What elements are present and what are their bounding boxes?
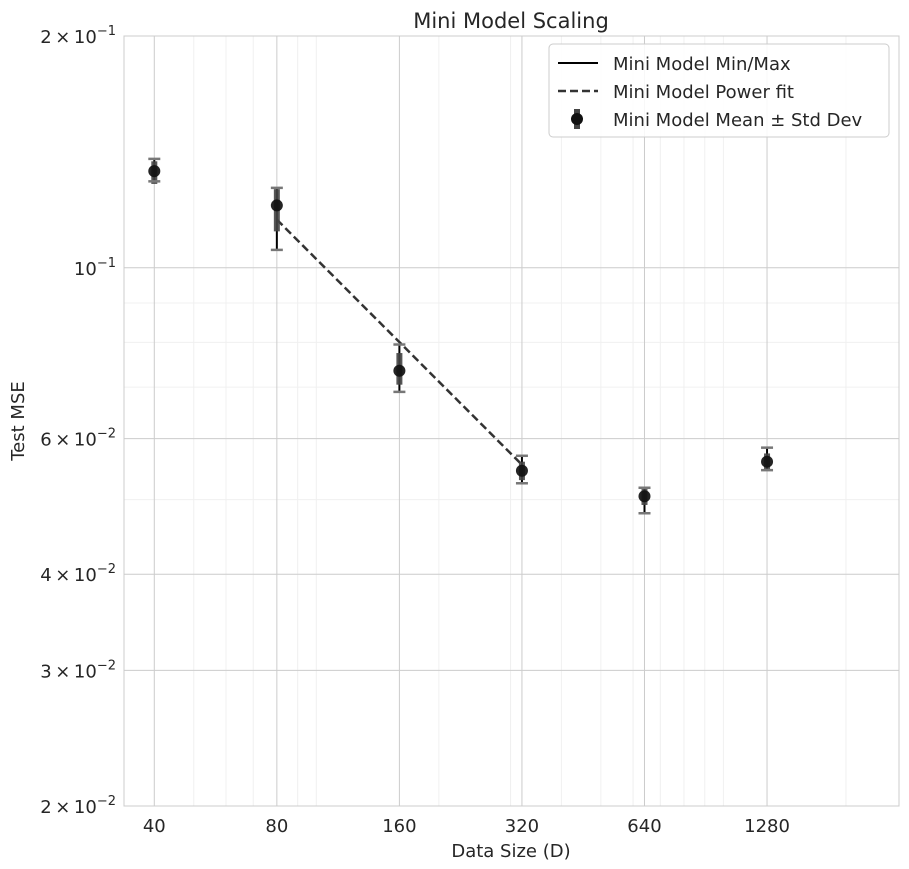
legend-mean-marker bbox=[571, 113, 583, 125]
x-tick-label: 80 bbox=[265, 816, 288, 837]
mean-marker bbox=[638, 490, 651, 503]
chart-title: Mini Model Scaling bbox=[413, 9, 609, 33]
legend-minmax-label: Mini Model Min/Max bbox=[613, 54, 791, 75]
mean-marker bbox=[761, 455, 774, 468]
legend-fit-label: Mini Model Power fit bbox=[613, 82, 794, 103]
y-tick-label: 3 × 10−2 bbox=[40, 658, 116, 682]
data-point bbox=[638, 486, 651, 515]
y-tick-label: 4 × 10−2 bbox=[40, 562, 116, 586]
plot-frame bbox=[123, 35, 900, 807]
y-axis-label: Test MSE bbox=[8, 381, 29, 462]
major-gridlines bbox=[124, 35, 899, 807]
legend: Mini Model Min/Max Mini Model Power fit … bbox=[548, 43, 890, 138]
mean-marker bbox=[148, 165, 161, 178]
data-point bbox=[393, 343, 406, 394]
data-point bbox=[761, 446, 774, 472]
x-tick-label: 640 bbox=[627, 816, 661, 837]
legend-box bbox=[548, 43, 890, 138]
data-point bbox=[270, 186, 283, 252]
x-tick-label: 320 bbox=[505, 816, 539, 837]
x-axis-label: Data Size (D) bbox=[451, 841, 570, 862]
data-point bbox=[515, 454, 528, 485]
data-points-layer bbox=[148, 157, 774, 515]
power-fit-layer bbox=[275, 218, 523, 466]
y-tick-label: 2 × 10−2 bbox=[40, 794, 116, 818]
x-tick-label: 1280 bbox=[744, 816, 790, 837]
x-tick-labels: 40 80 160 320 640 1280 bbox=[143, 816, 790, 837]
y-tick-labels: 2 × 10−1 10−1 6 × 10−2 4 × 10−2 3 × 10−2 2 × … bbox=[40, 24, 116, 818]
y-tick-label: 10−1 bbox=[74, 256, 116, 280]
mean-marker bbox=[270, 199, 283, 212]
minor-gridlines bbox=[124, 36, 899, 806]
x-tick-label: 40 bbox=[143, 816, 166, 837]
data-point bbox=[148, 157, 161, 184]
y-tick-label: 6 × 10−2 bbox=[40, 427, 116, 451]
mean-marker bbox=[515, 464, 528, 477]
legend-mean-label: Mini Model Mean ± Std Dev bbox=[613, 110, 863, 131]
y-tick-label: 2 × 10−1 bbox=[40, 24, 116, 48]
x-tick-label: 160 bbox=[382, 816, 416, 837]
power-fit-line bbox=[275, 218, 523, 466]
mean-marker bbox=[393, 364, 406, 377]
